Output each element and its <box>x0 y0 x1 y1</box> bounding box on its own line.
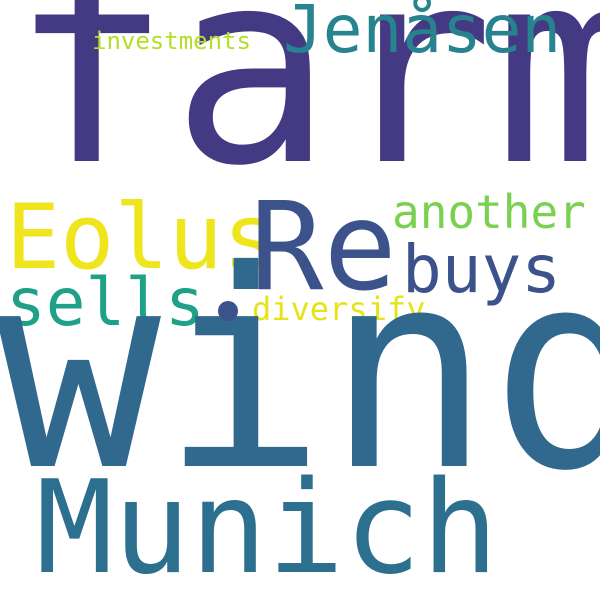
word-another: another <box>392 185 586 239</box>
word-sells: sells <box>6 264 205 341</box>
word-diversify: diversify <box>252 290 426 328</box>
word-investments: investments <box>92 27 251 55</box>
word-re: Re <box>250 176 397 318</box>
word-eolus: Eolus <box>6 185 277 290</box>
word-munich: Munich <box>36 454 499 600</box>
word-farm: farm <box>10 0 600 225</box>
word-jenasen: Jenåsen <box>283 0 562 68</box>
word-buys: buys <box>402 231 561 308</box>
word-wind: wind <box>0 212 600 531</box>
